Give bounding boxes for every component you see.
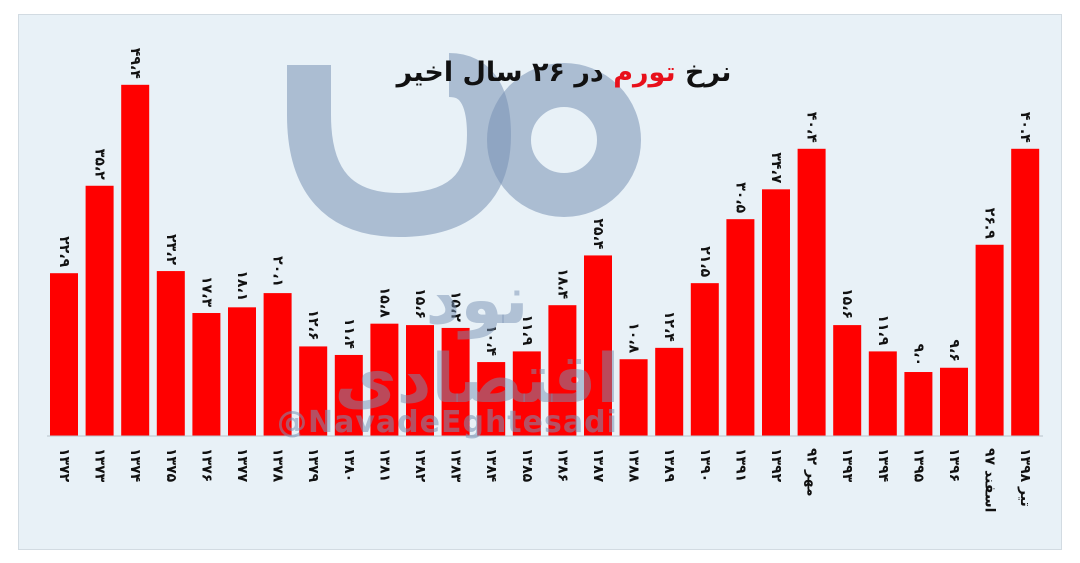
x-tick-label: ۱۳۸۷: [590, 448, 606, 483]
bar-value-label: ۴۹،۴: [127, 48, 143, 79]
bar: [940, 367, 968, 436]
bar-value-label: ۲۲،۹: [56, 236, 72, 267]
bar: [690, 283, 719, 436]
x-tick-label: ۱۳۹۶: [946, 448, 962, 482]
bar: [50, 273, 78, 436]
x-tick-label: ۱۳۷۶: [198, 448, 214, 482]
bar: [904, 372, 933, 436]
x-tick-label: ۱۳۷۴: [127, 448, 143, 483]
bar-value-label: ۱۱،۹: [519, 314, 535, 345]
bar-value-label: ۱۸،۱: [234, 270, 250, 301]
x-tick-label: ۱۳۸۹: [661, 448, 677, 483]
bar: [1011, 148, 1040, 436]
bar: [334, 354, 363, 436]
bar: [192, 313, 221, 436]
title-prefix: نرخ: [685, 57, 732, 88]
x-tick-label: ۱۳۹۰: [697, 448, 713, 482]
bar: [370, 323, 399, 436]
bar-value-label: ۱۷،۳: [198, 276, 214, 307]
x-tick-label: ۱۳۷۹: [305, 448, 321, 483]
watermark-logo-icon: [287, 53, 641, 238]
x-tick-label: ۱۳۸۳: [448, 448, 464, 483]
bar-value-label: ۱۱،۴: [341, 318, 357, 349]
x-tick-label: ۱۳۸۸: [626, 448, 642, 483]
bar: [477, 362, 506, 436]
bar: [548, 305, 577, 436]
bar-value-label: ۱۵،۸: [376, 287, 392, 318]
watermark-logo-text: نود اقتصادی: [334, 261, 620, 419]
x-tick-label: ۱۳۷۸: [270, 448, 286, 483]
title-accent: تورم: [613, 57, 676, 88]
chart-frame: ۲۲،۹ ۳۵،۲ ۴۹،۴ ۲۳،۲ ۱۷،۳ ۱۸،۱ ۲۰،۱ ۱۲،۶ ۱۱،۴ ۱۵،۸…: [18, 14, 1062, 550]
x-tick-label: مهر ۹۲: [804, 448, 820, 497]
bar: [833, 325, 862, 436]
bar-value-label: ۱۲،۶: [305, 309, 321, 340]
watermark-handle: @NavadeEghtesadi: [277, 405, 618, 440]
bar-value-label: ۳۰،۵: [732, 182, 748, 213]
bar-value-label: ۱۲،۴: [661, 311, 677, 342]
x-tick-label: ۱۳۷۷: [234, 448, 250, 483]
bar: [797, 148, 826, 436]
bar: [441, 327, 470, 436]
bar: [299, 346, 328, 436]
x-tick-label: ۱۳۹۴: [875, 448, 891, 483]
bar: [975, 244, 1004, 436]
x-tick-label: ۱۳۹۲: [768, 448, 784, 483]
x-tick-label: ۱۳۸۶: [554, 448, 570, 482]
x-tick-label: تیر ۱۳۹۸: [1017, 448, 1033, 507]
bar-value-label: ۴۰،۴: [804, 112, 820, 143]
bar: [406, 325, 434, 436]
bar: [619, 359, 648, 436]
bar: [512, 351, 541, 436]
inflation-bar-chart: ۲۲،۹ ۳۵،۲ ۴۹،۴ ۲۳،۲ ۱۷،۳ ۱۸،۱ ۲۰،۱ ۱۲،۶ ۱۱،۴ ۱۵،۸…: [47, 48, 1043, 512]
title-suffix: در ۲۶ سال اخیر: [396, 57, 604, 88]
bar-value-label: ۱۰،۸: [626, 322, 642, 353]
bar-value-label: ۱۵،۲: [448, 291, 464, 322]
bar: [263, 293, 292, 436]
bar-value-label: ۲۶.۹: [982, 208, 998, 239]
bar-value-label: ۳۴،۷: [768, 152, 784, 183]
x-tick-label: ۱۳۹۱: [732, 448, 748, 482]
bar: [726, 219, 755, 436]
bar-value-label: ۱۰،۴: [483, 325, 499, 356]
x-tick-label: ۱۳۷۵: [163, 448, 179, 483]
x-tick-label: ۱۳۸۴: [483, 448, 499, 483]
x-tick-label: ۱۳۸۱: [376, 448, 392, 482]
bar-value-label: ۴۰.۴: [1017, 112, 1033, 143]
bar: [156, 271, 185, 436]
bar: [762, 189, 790, 436]
bar-value-label: ۲۳،۲: [163, 234, 179, 265]
bar-value-label: ۱۵،۶: [412, 288, 428, 319]
bar: [121, 84, 150, 436]
bar-value-label: ۲۰،۱: [270, 256, 286, 287]
bar-value-label: ۱۵،۶: [839, 288, 855, 319]
bar-value-label: ۲۱،۵: [697, 246, 713, 277]
bar: [584, 255, 612, 436]
bar: [868, 351, 897, 436]
x-tick-label: ۱۳۸۲: [412, 448, 428, 483]
x-tick-label: اسفند ۹۷: [982, 448, 998, 512]
bar-value-label: ۱۱،۹: [875, 314, 891, 345]
x-tick-label: ۱۳۷۲: [56, 448, 72, 483]
bar: [655, 347, 684, 436]
x-tick-label: ۱۳۹۵: [910, 448, 926, 483]
x-tick-label: ۱۳۹۳: [839, 448, 855, 483]
x-tick-label: ۱۳۸۰: [341, 448, 357, 482]
x-tick-label: ۱۳۷۳: [92, 448, 108, 483]
bar-value-label: ۲۵،۴: [590, 218, 606, 249]
bar-value-label: ۹،۰: [910, 344, 926, 366]
bar: [85, 185, 114, 436]
bar: [228, 307, 256, 436]
x-tick-label: ۱۳۸۵: [519, 448, 535, 483]
bar-value-label: ۱۸،۴: [554, 268, 570, 299]
bar-value-label: ۹،۶: [946, 339, 962, 361]
bar-value-label: ۳۵،۲: [92, 149, 108, 180]
chart-title: نرخ تورم در ۲۶ سال اخیر: [389, 57, 739, 88]
